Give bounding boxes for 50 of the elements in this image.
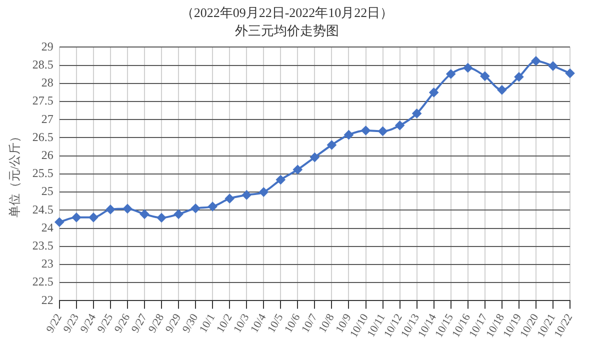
point [106,204,115,214]
point [54,218,64,227]
point [88,212,98,222]
point [395,120,404,130]
point [310,152,320,162]
point [480,72,490,81]
y-axis-title: 单位（元/公斤） [7,130,22,218]
y-tick-label: 28.5 [32,57,54,72]
y-tick-label: 24.5 [32,202,54,216]
point [361,126,370,135]
point [412,108,422,118]
point [497,85,506,94]
y-tick-label: 26.5 [32,130,54,144]
point [548,62,558,71]
y-tick-label: 25 [41,184,54,198]
y-tick-label: 26 [41,148,54,162]
point [276,175,286,184]
point [157,213,166,222]
y-tick-label: 22.5 [32,274,54,289]
point [140,210,149,219]
chart-subtitle: 外三元均价走势图 [235,22,339,38]
point [344,130,354,140]
y-tick-label: 28 [41,76,54,90]
point [566,68,574,78]
y-tick-label: 23 [41,256,54,271]
point [208,202,218,212]
point [531,56,540,66]
point [429,88,438,97]
y-tick-label: 22 [41,292,54,307]
point [259,188,268,197]
point [225,194,234,204]
point [242,190,252,200]
point [72,212,81,222]
point [191,204,200,213]
point [378,126,388,136]
point [463,63,472,72]
x-tick-label: 10/8 [316,312,338,335]
point [514,72,524,82]
y-tick-label: 23.5 [32,238,54,253]
point [446,70,456,78]
y-tick-label: 27 [41,112,54,126]
point [327,140,336,150]
chart-title: （2022年09月22日-2022年10月22日） [180,5,394,20]
point [293,165,302,174]
point [122,204,132,214]
y-tick-label: 25.5 [32,166,54,180]
y-tick-label: 24 [41,220,54,234]
point [174,210,184,219]
y-tick-label: 27.5 [32,94,54,108]
y-tick-label: 29 [41,39,54,54]
